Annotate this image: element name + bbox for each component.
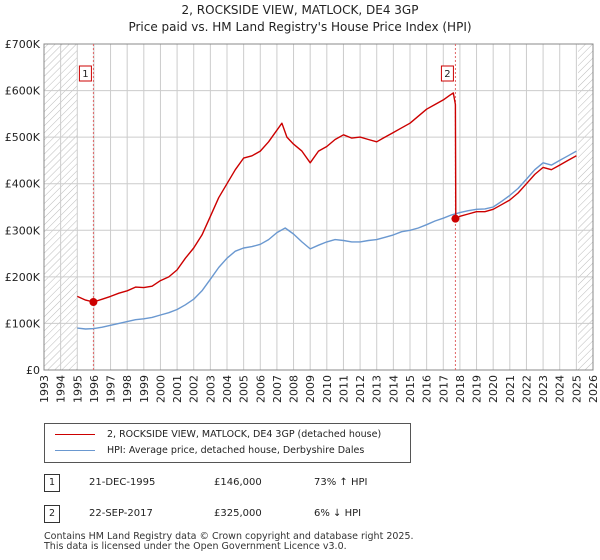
x-tick-label: 2005: [238, 375, 251, 403]
footer: Contains HM Land Registry data © Crown c…: [44, 532, 414, 552]
footer-licence: This data is licensed under the Open Gov…: [44, 541, 347, 552]
transaction-number: 1: [44, 474, 60, 492]
x-tick-label: 1997: [105, 375, 118, 403]
x-tick-label: 2025: [570, 375, 583, 403]
legend-item-hpi: HPI: Average price, detached house, Derb…: [55, 443, 364, 459]
x-tick-label: 1998: [121, 375, 134, 403]
y-tick-label: £700K: [5, 38, 41, 51]
x-tick-label: 1999: [138, 375, 151, 403]
footer-copyright: Contains HM Land Registry data © Crown c…: [44, 531, 414, 542]
x-tick-label: 2019: [471, 375, 484, 403]
y-tick-label: £200K: [5, 271, 41, 284]
x-tick-label: 2000: [154, 375, 167, 403]
x-tick-label: 1996: [88, 375, 101, 403]
x-tick-label: 1993: [38, 375, 51, 403]
marker-label: 2: [444, 69, 450, 80]
x-tick-label: 2008: [288, 375, 301, 403]
x-tick-label: 2001: [171, 375, 184, 403]
legend-label: HPI: Average price, detached house, Derb…: [107, 445, 365, 456]
chart: 2, ROCKSIDE VIEW, MATLOCK, DE4 3GP Price…: [5, 3, 600, 403]
legend: 2, ROCKSIDE VIEW, MATLOCK, DE4 3GP (deta…: [44, 423, 411, 463]
legend-swatch-blue: [55, 450, 95, 451]
series-line-hpi: [77, 150, 577, 330]
x-tick-label: 2009: [304, 375, 317, 403]
x-tick-label: 1994: [55, 375, 68, 403]
x-tick-label: 2015: [404, 375, 417, 403]
marker-label-box: [78, 65, 92, 82]
x-tick-label: 2012: [354, 375, 367, 403]
x-tick-label: 2010: [321, 375, 334, 403]
y-tick-label: £400K: [5, 178, 41, 191]
transaction-date: 22-SEP-2017: [89, 508, 153, 519]
y-tick-label: £300K: [5, 224, 41, 237]
x-tick-label: 2006: [254, 375, 267, 403]
x-tick-label: 2011: [337, 375, 350, 403]
transaction-price: £146,000: [214, 477, 262, 488]
plot-area: [44, 44, 593, 370]
x-tick-label: 2003: [204, 375, 217, 403]
chart-subtitle: Price paid vs. HM Land Registry's House …: [128, 20, 471, 34]
x-tick-label: 2014: [387, 375, 400, 403]
x-tick-label: 2016: [421, 375, 434, 403]
sale-point: [89, 298, 98, 307]
legend-label: 2, ROCKSIDE VIEW, MATLOCK, DE4 3GP (deta…: [107, 429, 382, 440]
y-tick-label: £100K: [5, 317, 41, 330]
marker-label-box: [440, 65, 454, 82]
transaction-number: 2: [44, 505, 60, 523]
x-tick-label: 2004: [221, 375, 234, 403]
x-tick-label: 2024: [554, 375, 567, 403]
x-tick-label: 1995: [71, 375, 84, 403]
series-line-property: [77, 92, 577, 303]
chart-title: 2, ROCKSIDE VIEW, MATLOCK, DE4 3GP: [182, 3, 419, 17]
x-tick-label: 2023: [537, 375, 550, 403]
transaction-hpi-diff: 6% ↓ HPI: [314, 508, 362, 519]
y-tick-label: £500K: [5, 131, 41, 144]
x-tick-label: 2022: [520, 375, 533, 403]
x-tick-label: 2007: [271, 375, 284, 403]
hatched-region: [578, 44, 593, 370]
y-tick-label: £0: [26, 364, 40, 377]
sale-point: [451, 214, 460, 223]
x-tick-label: 2013: [371, 375, 384, 403]
x-tick-label: 2002: [188, 375, 201, 403]
x-tick-label: 2026: [587, 375, 600, 403]
marker-label: 1: [82, 69, 88, 80]
x-tick-label: 2017: [437, 375, 450, 403]
x-tick-label: 2021: [504, 375, 517, 403]
legend-item-property: 2, ROCKSIDE VIEW, MATLOCK, DE4 3GP (deta…: [55, 427, 381, 443]
plot-frame: [43, 43, 594, 371]
transaction-date: 21-DEC-1995: [89, 477, 156, 488]
y-tick-label: £600K: [5, 85, 41, 98]
legend-swatch-red: [55, 434, 95, 435]
x-tick-label: 2018: [454, 375, 467, 403]
x-tick-label: 2020: [487, 375, 500, 403]
transaction-price: £325,000: [214, 508, 262, 519]
transaction-hpi-diff: 73% ↑ HPI: [314, 477, 368, 488]
